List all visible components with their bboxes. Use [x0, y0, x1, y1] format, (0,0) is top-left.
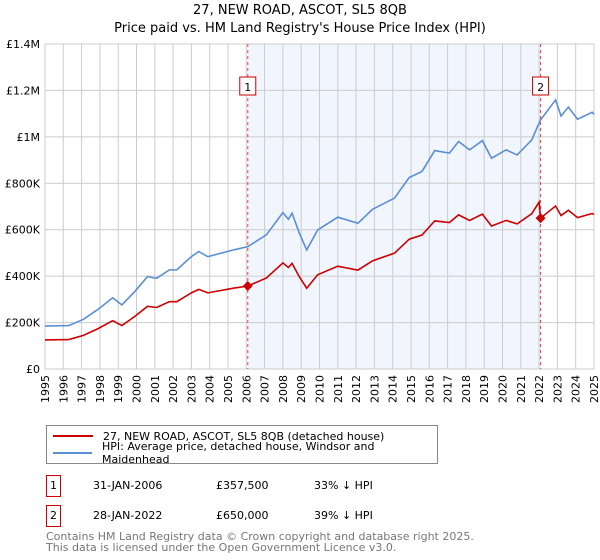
y-tick-label: £1.4M: [6, 38, 40, 51]
x-tick-label: 2009: [295, 375, 308, 403]
sale-marker-label: 2: [537, 81, 544, 94]
y-tick-label: £800K: [5, 177, 41, 190]
x-tick-label: 2021: [515, 375, 528, 403]
x-tick-label: 1999: [112, 375, 125, 403]
x-tick-label: 2014: [387, 375, 400, 403]
transaction-row: 2 28-JAN-2022 £650,000 39% ↓ HPI: [46, 505, 596, 527]
x-tick-label: 1998: [94, 375, 107, 403]
legend-swatch-blue: [53, 452, 93, 454]
x-tick-label: 2007: [259, 375, 272, 403]
transaction-date: 31-JAN-2006: [93, 479, 163, 492]
x-tick-label: 2012: [350, 375, 363, 403]
x-tick-label: 2015: [405, 375, 418, 403]
x-tick-label: 2002: [167, 375, 180, 403]
x-tick-label: 2018: [460, 375, 473, 403]
chart-plot: 1995 1996 1997 1998 1999 2000 2001 2002 2003 2004…: [5, 38, 600, 403]
x-tick-label: 2024: [570, 375, 583, 403]
x-tick-label: 2008: [277, 375, 290, 403]
x-tick-label: 2013: [368, 375, 381, 403]
legend-item-hpi: HPI: Average price, detached house, Wind…: [47, 440, 437, 466]
footer-licence: This data is licensed under the Open Gov…: [46, 541, 397, 554]
sale-marker-box: [532, 76, 550, 96]
shaded-ownership-period: [247, 44, 541, 369]
x-tick-label: 2010: [314, 375, 327, 403]
transaction-marker: 2: [46, 505, 61, 527]
x-tick-label: 2004: [204, 375, 217, 403]
transaction-hpi-diff: 39% ↓ HPI: [314, 509, 373, 522]
sale-point: [242, 281, 253, 292]
hpi-series-line: [44, 98, 595, 327]
x-tick-label: 2000: [131, 375, 144, 403]
transaction-price: £650,000: [216, 509, 269, 522]
chart-legend: 27, NEW ROAD, ASCOT, SL5 8QB (detached h…: [46, 425, 438, 466]
sale-point: [535, 213, 546, 224]
x-tick-label: 2011: [332, 375, 345, 403]
y-tick-label: £1M: [17, 131, 41, 144]
price-paid-series-line: [44, 199, 595, 341]
legend-swatch-red: [53, 435, 93, 437]
chart-subtitle: Price paid vs. HM Land Registry's House …: [114, 21, 486, 36]
x-tick-label: 2019: [478, 375, 491, 403]
x-tick-label: 1995: [39, 375, 52, 403]
y-tick-label: £600K: [5, 224, 41, 237]
legend-label: HPI: Average price, detached house, Wind…: [102, 440, 375, 466]
x-tick-label: 2003: [185, 375, 198, 403]
transaction-price: £357,500: [216, 479, 269, 492]
x-tick-label: 2020: [497, 375, 510, 403]
x-tick-label: 1996: [57, 375, 70, 403]
y-tick-label: £200K: [5, 317, 41, 330]
transaction-hpi-diff: 33% ↓ HPI: [314, 479, 373, 492]
sale-marker-box: [239, 76, 257, 96]
x-tick-label: 2005: [222, 375, 235, 403]
footer-copyright: Contains HM Land Registry data © Crown c…: [46, 530, 474, 543]
legend-item-property: 27, NEW ROAD, ASCOT, SL5 8QB (detached h…: [47, 427, 384, 445]
legend-label: 27, NEW ROAD, ASCOT, SL5 8QB (detached h…: [103, 429, 385, 443]
x-tick-label: 2006: [240, 375, 253, 403]
x-tick-label: 2022: [533, 375, 546, 403]
y-tick-label: £400K: [5, 270, 41, 283]
transaction-marker: 1: [46, 475, 61, 497]
x-tick-label: 2016: [423, 375, 436, 403]
x-tick-label: 2023: [551, 375, 564, 403]
chart-title: 27, NEW ROAD, ASCOT, SL5 8QB: [193, 3, 407, 18]
x-tick-label: 2025: [588, 375, 600, 403]
transaction-date: 28-JAN-2022: [93, 509, 163, 522]
x-tick-label: 1997: [76, 375, 89, 403]
transaction-row: 1 31-JAN-2006 £357,500 33% ↓ HPI: [46, 475, 596, 497]
y-tick-label: £1.2M: [6, 84, 40, 97]
x-tick-label: 2017: [442, 375, 455, 403]
y-tick-label: £0: [26, 363, 40, 376]
sale-marker-label: 1: [244, 81, 251, 94]
x-tick-label: 2001: [149, 375, 162, 403]
